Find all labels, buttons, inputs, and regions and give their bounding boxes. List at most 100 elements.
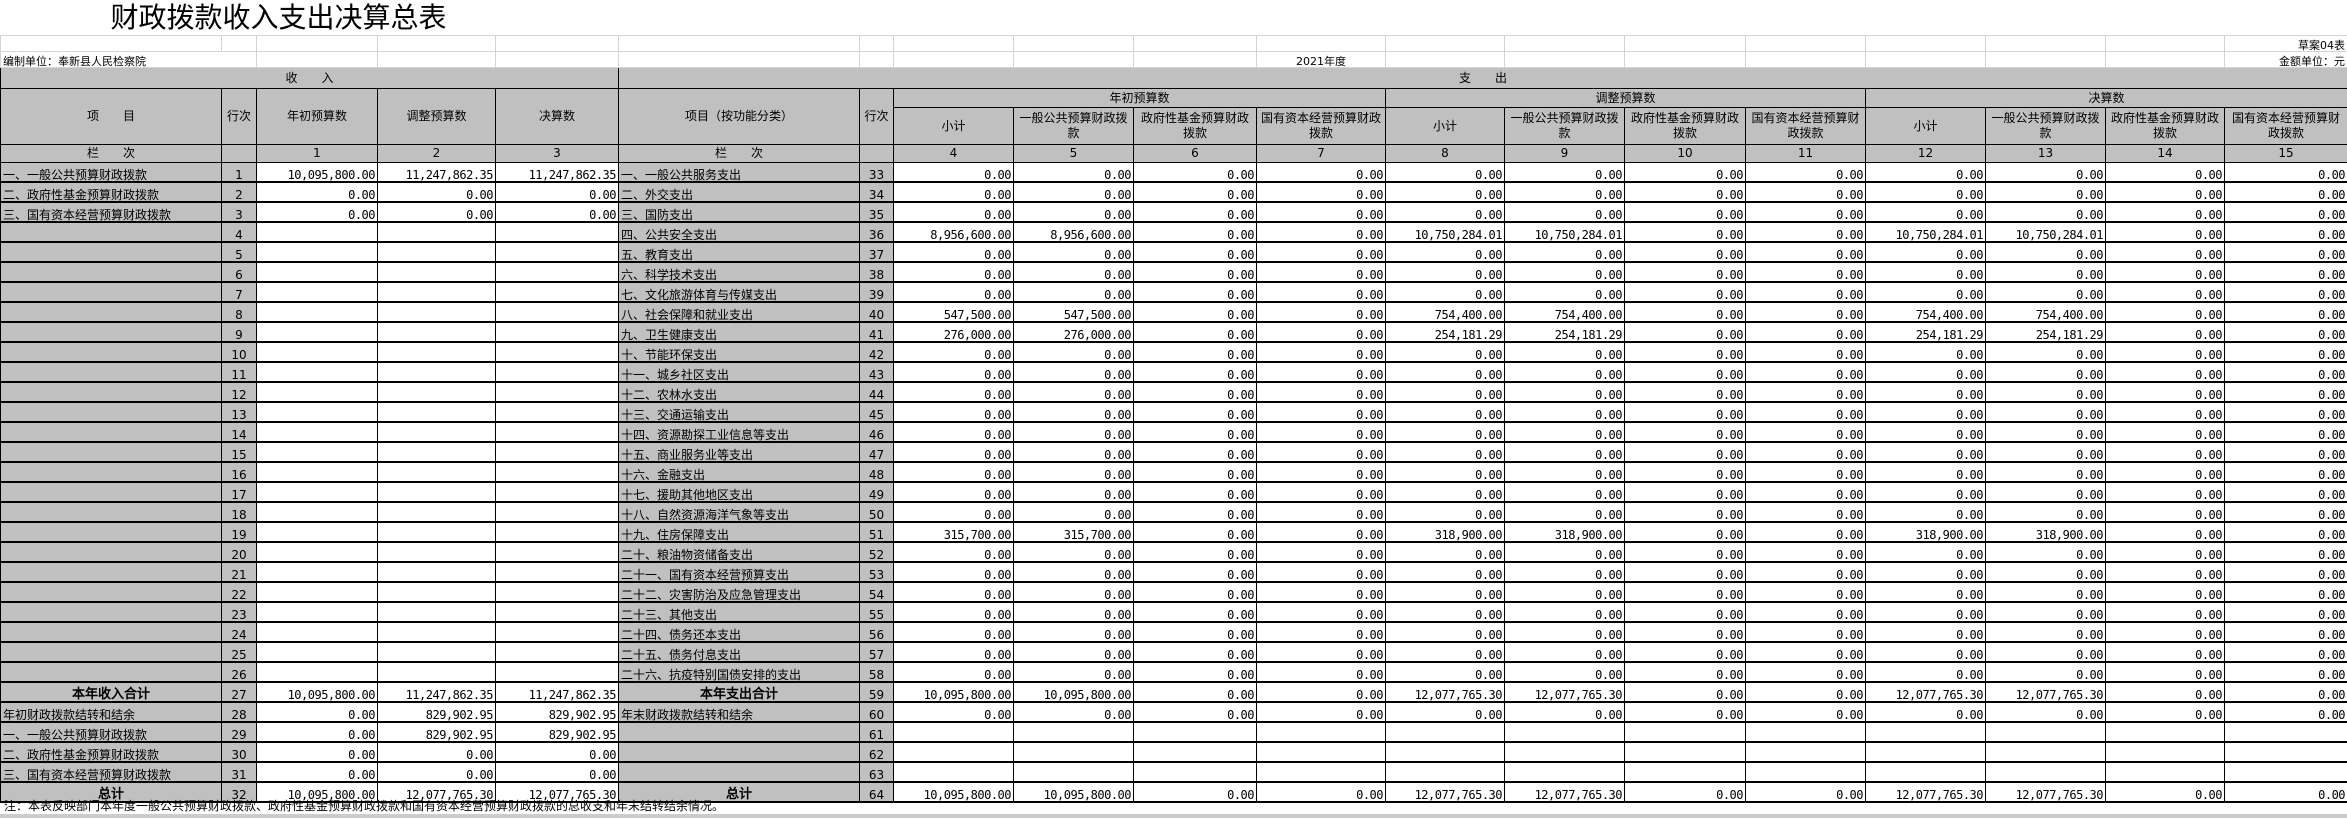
expense-line: 58 (859, 661, 894, 683)
expense-value: 0.00 (1133, 401, 1257, 423)
expense-value: 0.00 (1385, 381, 1505, 403)
expense-value: 12,077,765.30 (1504, 781, 1625, 803)
income-line: 1 (221, 162, 257, 183)
expense-value: 754,400.00 (1504, 301, 1625, 323)
income-item (0, 441, 222, 463)
income-value: 0.00 (256, 721, 378, 743)
expense-value: 0.00 (1985, 281, 2106, 303)
income-value (495, 381, 619, 403)
table-row: 19 十九、住房保障支出 51 315,700.00 315,700.00 0.00 0.0… (0, 521, 2347, 543)
income-value (495, 401, 619, 423)
income-value (495, 281, 619, 303)
expense-value: 0.00 (1385, 201, 1505, 223)
expense-value: 754,400.00 (1865, 301, 1986, 323)
expense-value (1745, 741, 1866, 763)
expense-value: 0.00 (1985, 201, 2106, 223)
expense-value: 0.00 (1133, 601, 1257, 623)
income-item (0, 321, 222, 343)
expense-section-header: 支 出 (617, 67, 2347, 89)
income-value (377, 221, 496, 243)
income-value (256, 641, 378, 663)
expense-value: 0.00 (1624, 361, 1746, 383)
expense-value: 0.00 (1865, 641, 1986, 663)
col-subtotal: 小计 (1865, 107, 1986, 145)
income-value (256, 421, 378, 443)
column-number: 10 (1624, 144, 1746, 163)
expense-value: 0.00 (1624, 781, 1746, 803)
expense-value: 0.00 (893, 561, 1014, 583)
table-row: 年初财政拨款结转和结余 28 0.00 829,902.95 829,902.95 年末财… (0, 701, 2347, 723)
expense-value: 0.00 (1385, 181, 1505, 203)
expense-value: 0.00 (1133, 701, 1257, 723)
income-item (0, 481, 222, 503)
expense-line: 40 (859, 301, 894, 323)
expense-value: 0.00 (1985, 561, 2106, 583)
expense-line: 52 (859, 541, 894, 563)
expense-value: 0.00 (2223, 421, 2347, 443)
table-row: 8 八、社会保障和就业支出 40 547,500.00 547,500.00 0.00 0.… (0, 301, 2347, 323)
column-number: 6 (1133, 144, 1257, 163)
expense-value: 0.00 (2223, 301, 2347, 323)
expense-value: 0.00 (1504, 621, 1625, 643)
income-item (0, 581, 222, 603)
expense-value: 0.00 (1013, 541, 1134, 563)
expense-value: 0.00 (1745, 221, 1866, 243)
income-value (495, 661, 619, 683)
expense-value: 0.00 (1256, 401, 1386, 423)
expense-item: 四、公共安全支出 (618, 221, 860, 243)
expense-value (1385, 721, 1505, 743)
expense-value: 0.00 (1504, 261, 1625, 283)
table-row: 总计 32 10,095,800.00 12,077,765.30 12,077,765… (0, 781, 2347, 803)
expense-value: 0.00 (893, 481, 1014, 503)
expense-value: 0.00 (2223, 541, 2347, 563)
income-item (0, 281, 222, 303)
income-value (495, 481, 619, 503)
income-value (495, 221, 619, 243)
expense-item: 十二、农林水支出 (618, 381, 860, 403)
expense-value: 0.00 (1256, 481, 1386, 503)
expense-item: 五、教育支出 (618, 241, 860, 263)
expense-value (1624, 741, 1746, 763)
expense-item: 十九、住房保障支出 (618, 521, 860, 543)
income-value: 0.00 (377, 201, 496, 223)
expense-item: 二十五、债务付息支出 (618, 641, 860, 663)
expense-line: 54 (859, 581, 894, 603)
col-item: 项 目 (0, 88, 222, 145)
income-value (377, 601, 496, 623)
income-item (0, 641, 222, 663)
expense-value: 0.00 (1865, 281, 1986, 303)
expense-value: 0.00 (1745, 481, 1866, 503)
expense-value (893, 721, 1014, 743)
expense-value: 0.00 (1133, 381, 1257, 403)
expense-value: 0.00 (1985, 181, 2106, 203)
expense-value: 0.00 (2105, 641, 2225, 663)
expense-value: 0.00 (2105, 241, 2225, 263)
table-row: 二、政府性基金预算财政拨款 30 0.00 0.00 0.00 62 (0, 741, 2347, 763)
expense-value: 0.00 (1504, 501, 1625, 523)
income-line: 27 (221, 681, 257, 703)
income-line: 2 (221, 181, 257, 203)
income-line: 23 (221, 601, 257, 623)
expense-value: 0.00 (1013, 501, 1134, 523)
expense-value: 0.00 (1385, 261, 1505, 283)
empty-cell (893, 51, 1014, 68)
income-value: 10,095,800.00 (256, 162, 378, 183)
income-line: 24 (221, 621, 257, 643)
table-row: 本年收入合计 27 10,095,800.00 11,247,862.35 11,247… (0, 681, 2347, 703)
group-final: 决算数 (1864, 88, 2347, 108)
income-line: 6 (221, 261, 257, 283)
empty-cell (256, 51, 378, 68)
expense-value: 0.00 (893, 501, 1014, 523)
income-line: 8 (221, 301, 257, 323)
expense-value: 0.00 (2223, 681, 2347, 703)
income-item: 二、政府性基金预算财政拨款 (0, 741, 222, 763)
expense-value: 0.00 (1256, 341, 1386, 363)
expense-value (1133, 761, 1257, 783)
income-value: 0.00 (377, 181, 496, 203)
col-general-budget: 一般公共预算财政拨款 (1985, 107, 2106, 145)
group-budget-adjusted: 调整预算数 (1385, 88, 1866, 108)
income-value: 829,902.95 (495, 721, 619, 743)
empty-cell (1624, 51, 1746, 68)
expense-value: 0.00 (1133, 521, 1257, 543)
